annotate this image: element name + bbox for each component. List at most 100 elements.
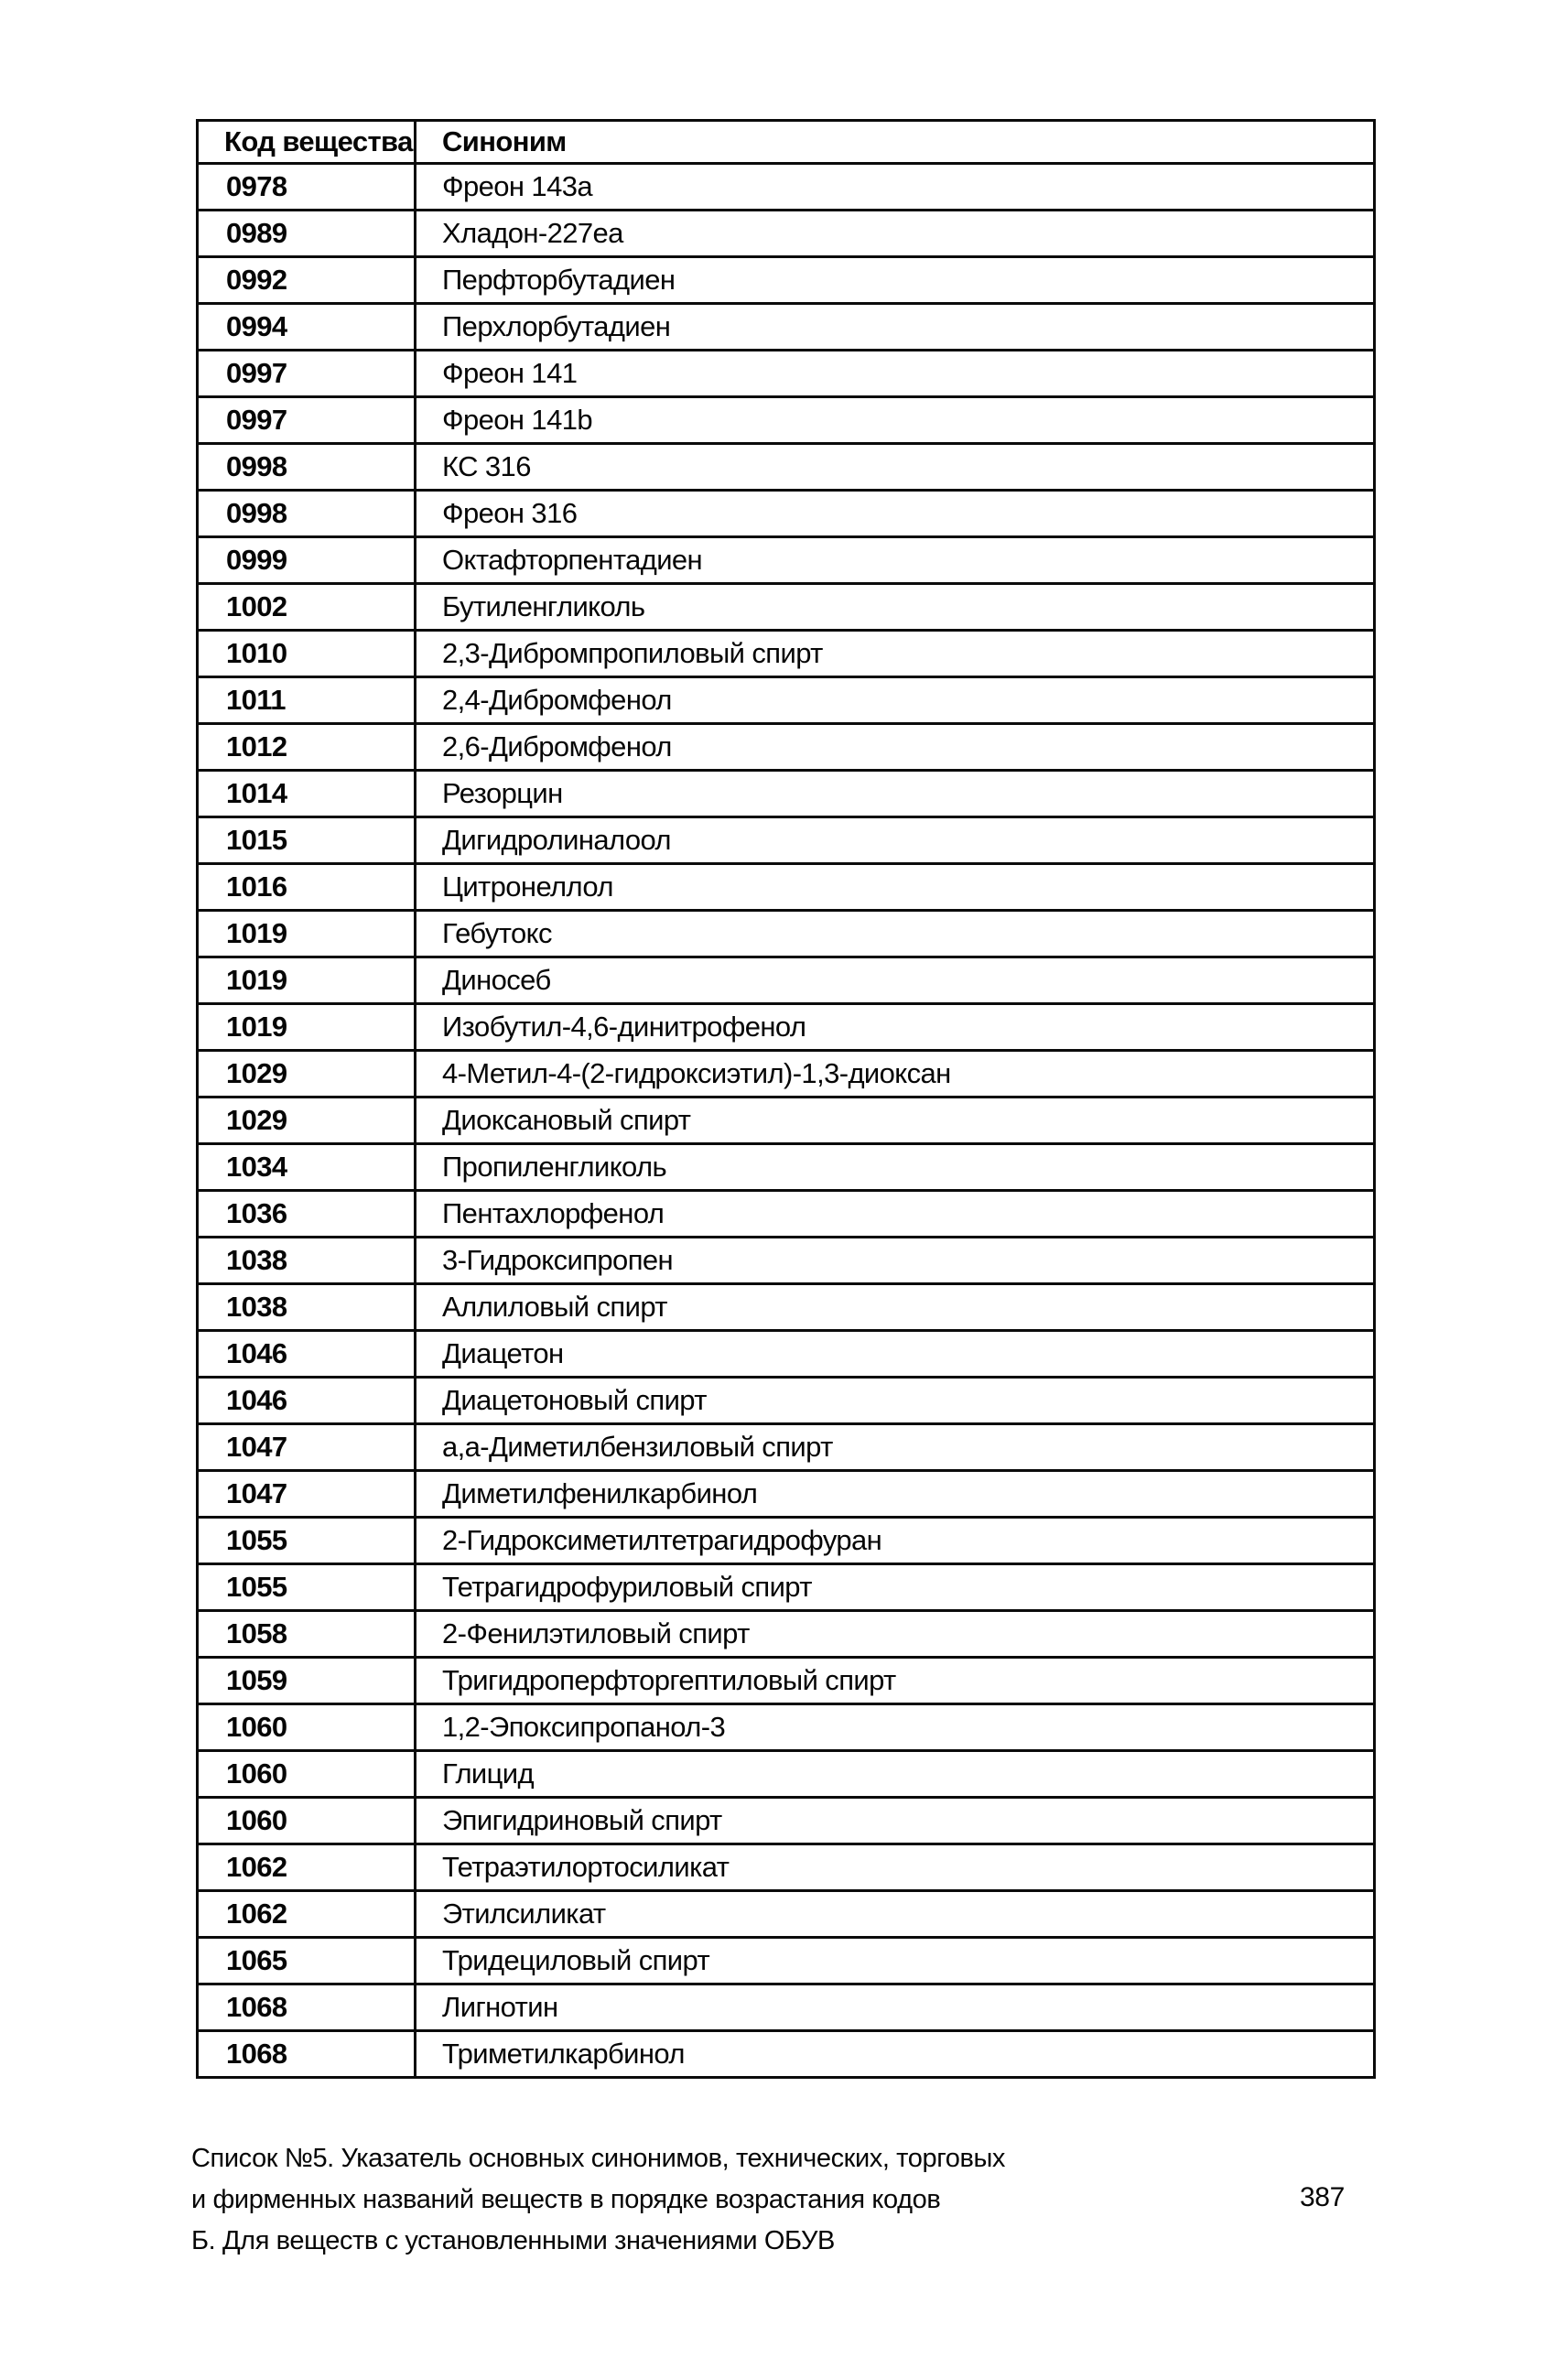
table-row: 1036 Пентахлорфенол xyxy=(196,1189,1376,1238)
code-cell: 1062 xyxy=(196,1843,416,1892)
code-cell: 1029 xyxy=(196,1096,416,1145)
synonym-cell: Лигнотин xyxy=(414,1983,1376,2032)
table-row: 1029 4-Метил-4-(2-гидроксиэтил)-1,3-диокс… xyxy=(196,1049,1376,1098)
code-cell: 1016 xyxy=(196,862,416,912)
code-cell: 1047 xyxy=(196,1469,416,1519)
code-cell: 0998 xyxy=(196,489,416,538)
code-cell: 1015 xyxy=(196,816,416,865)
synonym-cell: Фреон 141b xyxy=(414,395,1376,445)
synonym-cell: Аллиловый спирт xyxy=(414,1282,1376,1332)
table-row: 1014 Резорцин xyxy=(196,769,1376,818)
table-row: 0978 Фреон 143а xyxy=(196,162,1376,211)
synonym-cell: а,а-Диметилбензиловый спирт xyxy=(414,1422,1376,1472)
caption-line-2: и фирменных названий веществ в порядке в… xyxy=(191,2185,941,2214)
table-row: 1062 Тетраэтилортосиликат xyxy=(196,1843,1376,1892)
code-cell: 0978 xyxy=(196,162,416,211)
code-cell: 1055 xyxy=(196,1563,416,1612)
code-cell: 1046 xyxy=(196,1329,416,1379)
synonym-cell: Диацетон xyxy=(414,1329,1376,1379)
table-row: 1038 3-Гидроксипропен xyxy=(196,1236,1376,1285)
column-header-code: Код вещества xyxy=(196,119,416,165)
table-row: 1019 Диносеб xyxy=(196,956,1376,1005)
table-row: 1016 Цитронеллол xyxy=(196,862,1376,912)
code-cell: 0997 xyxy=(196,349,416,398)
synonym-cell: Диоксановый спирт xyxy=(414,1096,1376,1145)
table-row: 1055 2-Гидроксиметилтетрагидрофуран xyxy=(196,1516,1376,1565)
table-row: 1058 2-Фенилэтиловый спирт xyxy=(196,1609,1376,1659)
caption-line-3: Б. Для веществ с установленными значения… xyxy=(191,2226,835,2255)
synonym-cell: Эпигидриновый спирт xyxy=(414,1796,1376,1845)
table-row: 1012 2,6-Дибромфенол xyxy=(196,722,1376,772)
page-number: 387 xyxy=(1300,2182,1345,2212)
table-row: 1060 Эпигидриновый спирт xyxy=(196,1796,1376,1845)
code-cell: 1065 xyxy=(196,1936,416,1985)
code-cell: 1014 xyxy=(196,769,416,818)
code-cell: 0989 xyxy=(196,209,416,258)
table-row: 1015 Дигидролиналоол xyxy=(196,816,1376,865)
column-header-synonym: Синоним xyxy=(414,119,1376,165)
table-row: 1046 Диацетон xyxy=(196,1329,1376,1379)
table-row: 0997 Фреон 141b xyxy=(196,395,1376,445)
synonym-cell: 2,4-Дибромфенол xyxy=(414,676,1376,725)
table-row: 1062 Этилсиликат xyxy=(196,1889,1376,1939)
code-cell: 1019 xyxy=(196,909,416,958)
synonym-cell: 2-Гидроксиметилтетрагидрофуран xyxy=(414,1516,1376,1565)
synonym-cell: Триметилкарбинол xyxy=(414,2029,1376,2079)
code-cell: 1034 xyxy=(196,1142,416,1192)
caption-line-1: Список №5. Указатель основных синонимов,… xyxy=(191,2144,1006,2173)
code-cell: 1055 xyxy=(196,1516,416,1565)
table-row: 1059 Тригидроперфторгептиловый спирт xyxy=(196,1656,1376,1705)
synonym-cell: Пропиленгликоль xyxy=(414,1142,1376,1192)
synonym-cell: 4-Метил-4-(2-гидроксиэтил)-1,3-диоксан xyxy=(414,1049,1376,1098)
code-cell: 1060 xyxy=(196,1796,416,1845)
table-row: 0997 Фреон 141 xyxy=(196,349,1376,398)
code-cell: 1046 xyxy=(196,1376,416,1425)
synonym-cell: 2,3-Дибромпропиловый спирт xyxy=(414,629,1376,678)
synonym-cell: Фреон 141 xyxy=(414,349,1376,398)
synonym-cell: Резорцин xyxy=(414,769,1376,818)
synonym-cell: Перфторбутадиен xyxy=(414,255,1376,305)
code-cell: 1038 xyxy=(196,1282,416,1332)
synonym-cell: Диносеб xyxy=(414,956,1376,1005)
synonym-cell: Гебутокс xyxy=(414,909,1376,958)
synonym-cell: Диметилфенилкарбинол xyxy=(414,1469,1376,1519)
synonym-cell: 2-Фенилэтиловый спирт xyxy=(414,1609,1376,1659)
code-cell: 1019 xyxy=(196,1002,416,1052)
table-row: 1011 2,4-Дибромфенол xyxy=(196,676,1376,725)
synonym-cell: Октафторпентадиен xyxy=(414,535,1376,585)
code-cell: 1047 xyxy=(196,1422,416,1472)
table-row: 1002 Бутиленгликоль xyxy=(196,582,1376,632)
table-row: 1065 Тридециловый спирт xyxy=(196,1936,1376,1985)
code-cell: 1011 xyxy=(196,676,416,725)
synonym-cell: Тригидроперфторгептиловый спирт xyxy=(414,1656,1376,1705)
synonym-cell: Цитронеллол xyxy=(414,862,1376,912)
table-row: 0998 Фреон 316 xyxy=(196,489,1376,538)
synonym-cell: Глицид xyxy=(414,1749,1376,1799)
synonym-cell: Этилсиликат xyxy=(414,1889,1376,1939)
table-row: 1047 а,а-Диметилбензиловый спирт xyxy=(196,1422,1376,1472)
code-cell: 0998 xyxy=(196,442,416,492)
table-row: 1019 Изобутил-4,6-динитрофенол xyxy=(196,1002,1376,1052)
code-cell: 1058 xyxy=(196,1609,416,1659)
synonym-cell: Фреон 316 xyxy=(414,489,1376,538)
synonym-cell: Тетрагидрофуриловый спирт xyxy=(414,1563,1376,1612)
table-row: 1019 Гебутокс xyxy=(196,909,1376,958)
table-row: 0992 Перфторбутадиен xyxy=(196,255,1376,305)
table-row: 0999 Октафторпентадиен xyxy=(196,535,1376,585)
synonym-cell: 1,2-Эпоксипропанол-3 xyxy=(414,1703,1376,1752)
synonym-cell: Фреон 143а xyxy=(414,162,1376,211)
synonym-cell: Бутиленгликоль xyxy=(414,582,1376,632)
substance-synonym-table: Код вещества Синоним 0978 Фреон 143а 0989 Х… xyxy=(196,119,1376,2079)
code-cell: 1036 xyxy=(196,1189,416,1238)
table-row: 1038 Аллиловый спирт xyxy=(196,1282,1376,1332)
synonym-cell: Тридециловый спирт xyxy=(414,1936,1376,1985)
code-cell: 1029 xyxy=(196,1049,416,1098)
synonym-cell: Хладон-227еа xyxy=(414,209,1376,258)
code-cell: 1068 xyxy=(196,1983,416,2032)
code-cell: 0999 xyxy=(196,535,416,585)
table-header-row: Код вещества Синоним xyxy=(196,119,1376,165)
code-cell: 1060 xyxy=(196,1703,416,1752)
code-cell: 0992 xyxy=(196,255,416,305)
table-row: 1046 Диацетоновый спирт xyxy=(196,1376,1376,1425)
